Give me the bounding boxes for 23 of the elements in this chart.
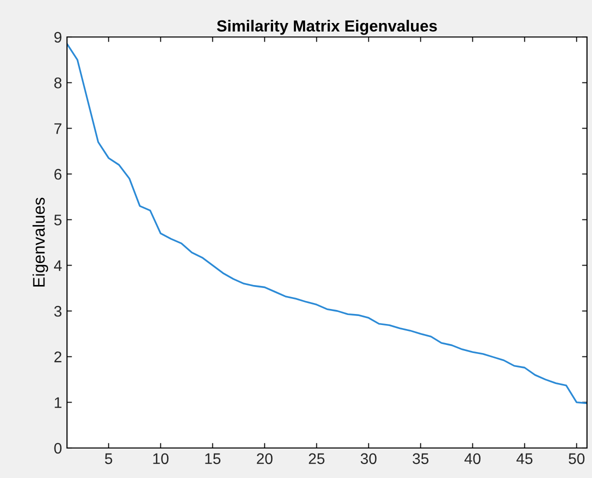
x-tick-label: 15 xyxy=(205,453,220,464)
y-tick-label: 8 xyxy=(54,78,62,88)
y-tick-label: 9 xyxy=(54,32,62,43)
y-tick-label: 6 xyxy=(54,168,62,180)
y-tick-label: 2 xyxy=(54,352,62,362)
y-tick-label: 7 xyxy=(54,123,62,134)
x-tick-label: 20 xyxy=(256,453,272,464)
y-tick-label: 3 xyxy=(54,306,62,317)
y-tick-label: 0 xyxy=(54,442,62,454)
x-tick-label: 45 xyxy=(516,453,532,464)
y-tick-label: 5 xyxy=(54,214,62,226)
x-tick-label: 10 xyxy=(153,453,168,464)
x-tick-label: 50 xyxy=(568,453,584,464)
x-tick-label: 30 xyxy=(360,453,376,464)
y-axis-title: Eigenvalues xyxy=(32,198,48,287)
x-tick-label: 40 xyxy=(464,453,480,464)
x-tick-label: 25 xyxy=(308,453,324,464)
line-series xyxy=(67,43,587,404)
x-tick-label: 35 xyxy=(412,453,428,464)
y-tick-label: 1 xyxy=(54,397,62,408)
chart-title: Similarity Matrix Eigenvalues xyxy=(216,20,437,35)
y-tick-label: 4 xyxy=(54,260,62,271)
x-tick-label: 5 xyxy=(104,453,112,464)
